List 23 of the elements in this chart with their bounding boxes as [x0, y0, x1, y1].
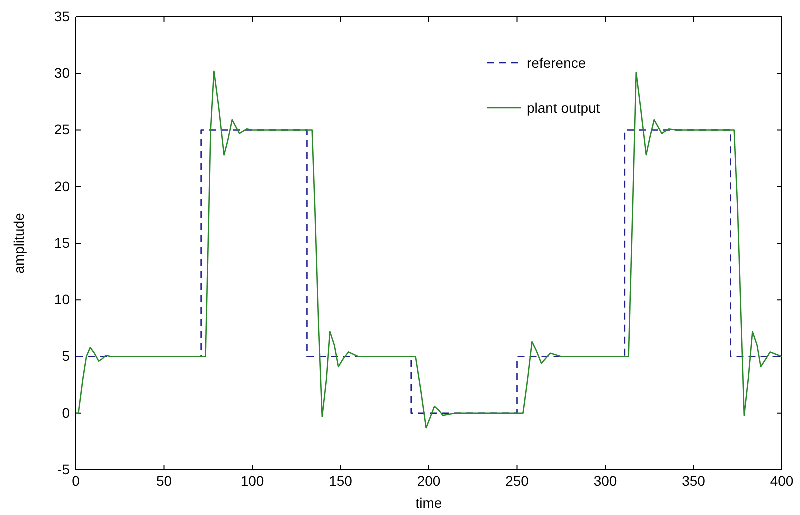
x-tick-label: 100: [240, 472, 264, 489]
y-tick-label: 0: [62, 404, 70, 421]
y-tick-label: 10: [54, 292, 70, 308]
y-tick-label: 15: [54, 234, 70, 251]
y-tick-label: 20: [54, 178, 70, 194]
x-tick-label: 150: [329, 472, 353, 489]
legend-label: reference: [527, 55, 586, 71]
x-tick-label: 400: [770, 472, 794, 489]
x-tick-label: 50: [156, 472, 172, 489]
y-axis-title: amplitude: [11, 212, 27, 274]
x-tick-label: 0: [72, 472, 80, 489]
legend-label: plant output: [527, 100, 600, 116]
y-tick-label: -5: [58, 461, 70, 478]
y-tick-label: 35: [54, 8, 70, 24]
x-tick-label: 200: [417, 472, 441, 489]
x-tick-label: 350: [682, 472, 706, 489]
y-tick-label: 5: [62, 348, 70, 364]
x-tick-label: 300: [594, 472, 618, 489]
y-tick-label: 30: [54, 65, 70, 82]
line-series: [75, 70, 783, 429]
x-axis-title: time: [416, 495, 442, 511]
x-tick-label: 250: [506, 472, 530, 489]
y-tick-label: 25: [54, 122, 70, 138]
